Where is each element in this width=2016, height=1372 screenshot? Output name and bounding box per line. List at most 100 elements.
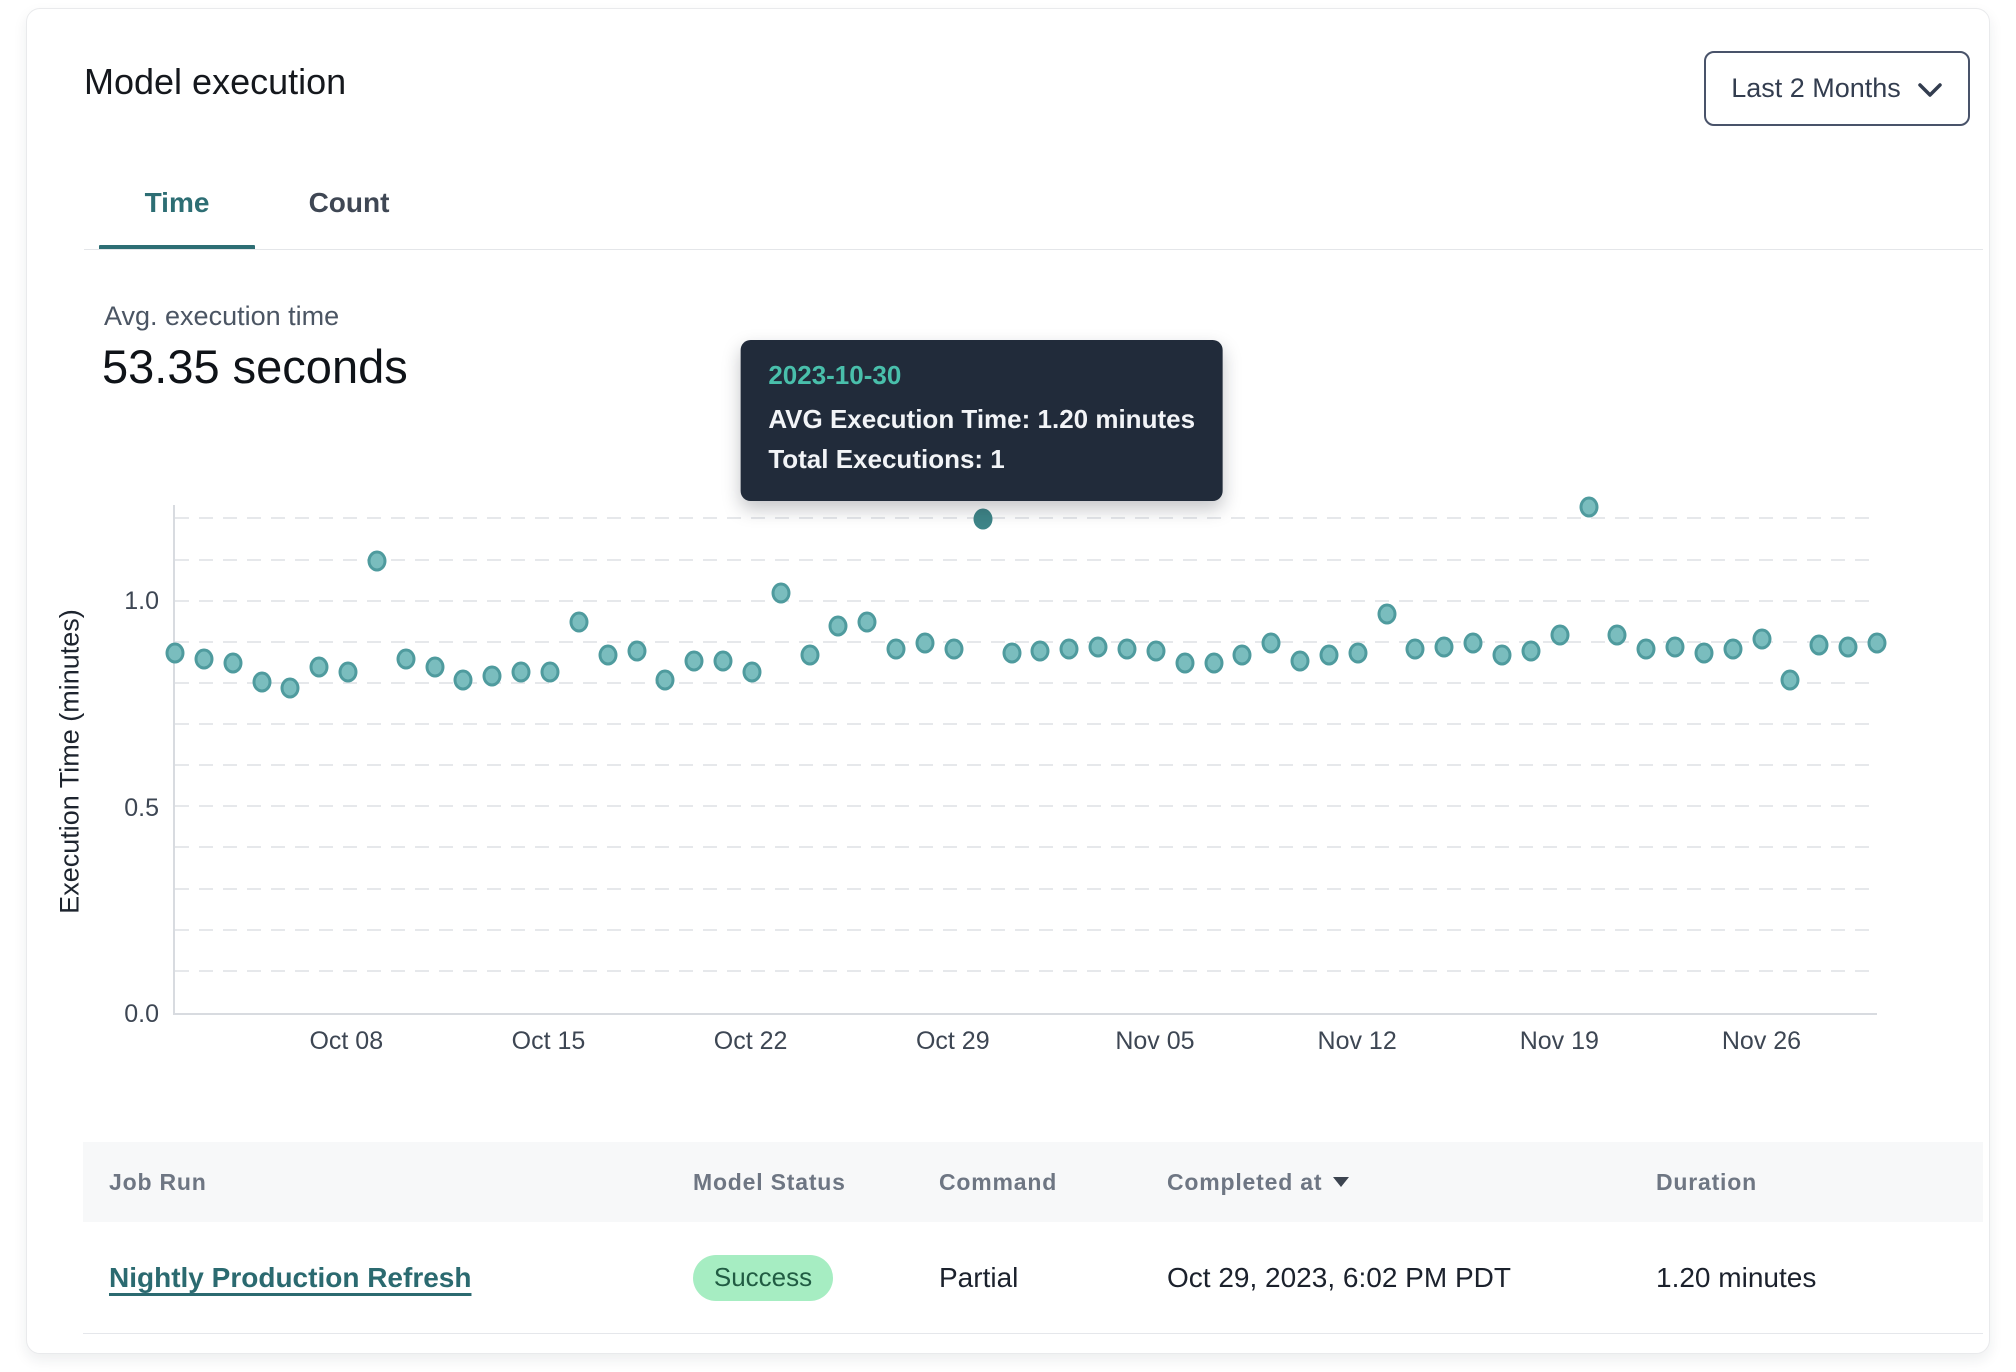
active-tab-underline xyxy=(99,245,255,250)
date-range-label: Last 2 Months xyxy=(1731,73,1901,103)
data-point[interactable] xyxy=(1405,638,1425,660)
column-header-duration: Duration xyxy=(1656,1168,1757,1195)
data-point[interactable] xyxy=(1319,644,1339,666)
column-header-command: Command xyxy=(939,1168,1058,1195)
data-point[interactable] xyxy=(1694,642,1714,664)
data-point[interactable] xyxy=(1030,640,1050,662)
x-tick-label: Nov 12 xyxy=(1317,1027,1397,1055)
data-point[interactable] xyxy=(453,669,473,691)
data-point[interactable] xyxy=(915,632,935,654)
tabs-divider xyxy=(84,249,1983,250)
data-point[interactable] xyxy=(540,661,560,683)
data-point[interactable] xyxy=(1838,636,1858,658)
job-runs-table: Job Run Model Status Command Completed a… xyxy=(83,1142,1983,1334)
gridline xyxy=(175,723,1877,726)
job-run-link[interactable]: Nightly Production Refresh xyxy=(109,1261,472,1293)
data-point[interactable] xyxy=(338,661,358,683)
data-point[interactable] xyxy=(1204,652,1223,674)
data-point[interactable] xyxy=(1492,644,1512,666)
data-point[interactable] xyxy=(886,638,906,660)
data-point[interactable] xyxy=(1463,632,1483,654)
y-tick-label: 1.0 xyxy=(124,587,159,616)
tooltip-date: 2023-10-30 xyxy=(768,360,902,391)
y-axis-ticks: 0.0 0.5 1.0 xyxy=(27,505,159,1028)
data-point[interactable] xyxy=(1088,636,1108,658)
metric-value: 53.35 seconds xyxy=(102,340,408,393)
data-point[interactable] xyxy=(800,644,820,666)
data-point[interactable] xyxy=(1146,640,1166,662)
gridline xyxy=(175,681,1877,684)
data-point[interactable] xyxy=(1434,636,1454,658)
data-point[interactable] xyxy=(223,652,243,674)
column-header-job-run: Job Run xyxy=(109,1168,207,1195)
data-point[interactable] xyxy=(1521,640,1541,662)
tab-time-label: Time xyxy=(144,187,210,218)
data-point[interactable] xyxy=(828,615,848,637)
data-point[interactable] xyxy=(1809,634,1829,656)
data-point[interactable] xyxy=(280,677,300,699)
data-point[interactable] xyxy=(655,669,675,691)
data-point[interactable] xyxy=(857,611,877,633)
data-point[interactable] xyxy=(252,671,272,693)
gridline xyxy=(175,887,1877,890)
data-point[interactable] xyxy=(1175,652,1195,674)
data-point[interactable] xyxy=(1059,638,1079,660)
chevron-down-icon xyxy=(1918,83,1942,97)
data-point[interactable] xyxy=(1723,638,1743,660)
x-tick-label: Oct 22 xyxy=(713,1027,788,1055)
x-tick-label: Oct 08 xyxy=(309,1027,384,1055)
data-point[interactable] xyxy=(1752,628,1772,650)
data-point[interactable] xyxy=(713,650,733,672)
metric-label: Avg. execution time xyxy=(104,301,340,331)
column-header-completed-at[interactable]: Completed at xyxy=(1167,1169,1656,1196)
data-point[interactable] xyxy=(396,648,416,670)
data-point[interactable] xyxy=(1607,624,1627,646)
data-point[interactable] xyxy=(1377,603,1397,625)
data-point[interactable] xyxy=(1665,636,1685,658)
data-point[interactable] xyxy=(1348,642,1368,664)
x-tick-label: Nov 19 xyxy=(1519,1027,1599,1055)
data-point[interactable] xyxy=(944,638,964,660)
data-point[interactable] xyxy=(309,656,329,678)
gridline xyxy=(175,969,1877,972)
y-tick-label: 0.5 xyxy=(124,793,159,822)
chart-tooltip: 2023-10-30 AVG Execution Time: 1.20 minu… xyxy=(740,340,1224,502)
data-point[interactable] xyxy=(1550,624,1570,646)
tab-count[interactable]: Count xyxy=(279,187,419,245)
plot-area xyxy=(165,496,1887,1015)
column-header-model-status: Model Status xyxy=(693,1168,846,1195)
gridline xyxy=(175,846,1877,849)
data-point[interactable] xyxy=(367,550,387,572)
data-point-highlighted[interactable] xyxy=(973,508,993,530)
data-point[interactable] xyxy=(1290,650,1310,672)
gridline xyxy=(175,764,1877,767)
date-range-dropdown[interactable]: Last 2 Months xyxy=(1704,51,1970,126)
data-point[interactable] xyxy=(627,640,647,662)
data-point[interactable] xyxy=(1780,669,1800,691)
table-row: Nightly Production Refresh Success Parti… xyxy=(83,1222,1983,1334)
data-point[interactable] xyxy=(482,665,502,687)
tab-time[interactable]: Time xyxy=(99,187,255,245)
data-point[interactable] xyxy=(1261,632,1281,654)
tooltip-avg-time: AVG Execution Time: 1.20 minutes xyxy=(768,404,1196,435)
data-point[interactable] xyxy=(1636,638,1656,660)
data-point[interactable] xyxy=(598,644,618,666)
data-point[interactable] xyxy=(684,650,704,672)
data-point[interactable] xyxy=(1002,642,1022,664)
data-point[interactable] xyxy=(1579,496,1599,518)
data-point[interactable] xyxy=(1867,632,1887,654)
gridline xyxy=(175,640,1877,643)
x-tick-label: Nov 05 xyxy=(1115,1027,1195,1055)
data-point[interactable] xyxy=(742,661,762,683)
data-point[interactable] xyxy=(1117,638,1137,660)
data-point[interactable] xyxy=(511,661,531,683)
data-point[interactable] xyxy=(425,656,445,678)
data-point[interactable] xyxy=(165,642,185,664)
status-badge: Success xyxy=(693,1254,833,1301)
data-point[interactable] xyxy=(1232,644,1252,666)
x-tick-label: Oct 15 xyxy=(511,1027,586,1055)
data-point[interactable] xyxy=(569,611,589,633)
data-point[interactable] xyxy=(194,648,214,670)
data-point[interactable] xyxy=(771,582,791,604)
command-cell: Partial xyxy=(939,1261,1019,1293)
